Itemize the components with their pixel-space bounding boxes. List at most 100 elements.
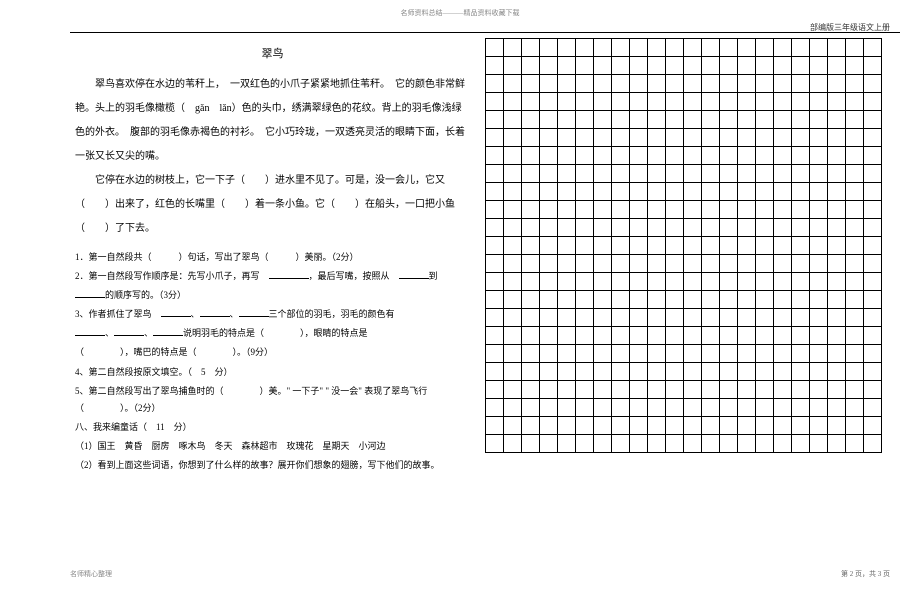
grid-cell — [756, 165, 774, 183]
grid-cell — [540, 327, 558, 345]
grid-cell — [720, 255, 738, 273]
grid-cell — [828, 327, 846, 345]
grid-cell — [810, 165, 828, 183]
grid-cell — [684, 291, 702, 309]
grid-cell — [846, 219, 864, 237]
grid-cell — [828, 417, 846, 435]
grid-cell — [594, 363, 612, 381]
grid-cell — [612, 39, 630, 57]
grid-cell — [774, 417, 792, 435]
grid-cell — [864, 255, 882, 273]
grid-cell — [486, 129, 504, 147]
grid-cell — [684, 75, 702, 93]
grid-cell — [612, 237, 630, 255]
grid-cell — [666, 381, 684, 399]
grid-cell — [684, 147, 702, 165]
grid-cell — [846, 417, 864, 435]
grid-cell — [486, 381, 504, 399]
grid-cell — [756, 327, 774, 345]
grid-cell — [846, 345, 864, 363]
grid-cell — [774, 435, 792, 453]
grid-cell — [486, 219, 504, 237]
grid-cell — [612, 129, 630, 147]
grid-cell — [738, 201, 756, 219]
grid-cell — [558, 327, 576, 345]
grid-cell — [810, 219, 828, 237]
grid-cell — [522, 381, 540, 399]
grid-cell — [504, 363, 522, 381]
grid-cell — [738, 75, 756, 93]
grid-cell — [522, 399, 540, 417]
grid-cell — [810, 273, 828, 291]
grid-cell — [702, 237, 720, 255]
grid-cell — [486, 363, 504, 381]
grid-cell — [594, 183, 612, 201]
grid-cell — [486, 417, 504, 435]
grid-cell — [792, 201, 810, 219]
grid-cell — [648, 309, 666, 327]
grid-cell — [630, 111, 648, 129]
grid-cell — [630, 57, 648, 75]
grid-cell — [666, 75, 684, 93]
grid-cell — [612, 273, 630, 291]
grid-cell — [504, 417, 522, 435]
grid-cell — [774, 93, 792, 111]
grid-cell — [864, 147, 882, 165]
q3-text-d: 三个部位的羽毛，羽毛的颜色有 — [269, 309, 395, 319]
grid-cell — [522, 165, 540, 183]
grid-cell — [738, 237, 756, 255]
grid-cell — [540, 309, 558, 327]
footer-pagination: 第 2 页，共 3 页 — [841, 569, 890, 579]
grid-cell — [810, 39, 828, 57]
grid-cell — [522, 201, 540, 219]
grid-cell — [720, 201, 738, 219]
grid-cell — [540, 417, 558, 435]
grid-cell — [720, 129, 738, 147]
grid-cell — [630, 291, 648, 309]
grid-cell — [648, 183, 666, 201]
grid-cell — [828, 363, 846, 381]
grid-cell — [612, 345, 630, 363]
grid-cell — [864, 111, 882, 129]
grid-cell — [612, 399, 630, 417]
blank — [239, 306, 269, 317]
passage-title: 翠鸟 — [75, 45, 470, 61]
grid-cell — [576, 147, 594, 165]
grid-cell — [774, 381, 792, 399]
grid-cell — [630, 399, 648, 417]
grid-cell — [666, 111, 684, 129]
grid-cell — [666, 183, 684, 201]
grid-cell — [774, 147, 792, 165]
grid-cell — [810, 309, 828, 327]
grid-cell — [630, 345, 648, 363]
grid-cell — [702, 165, 720, 183]
grid-cell — [792, 363, 810, 381]
grid-cell — [522, 57, 540, 75]
grid-cell — [558, 183, 576, 201]
grid-cell — [720, 57, 738, 75]
grid-cell — [846, 147, 864, 165]
grid-cell — [684, 417, 702, 435]
grid-cell — [612, 201, 630, 219]
grid-cell — [846, 183, 864, 201]
grid-cell — [612, 111, 630, 129]
grid-cell — [594, 255, 612, 273]
grid-cell — [810, 381, 828, 399]
grid-cell — [666, 363, 684, 381]
grid-cell — [756, 183, 774, 201]
grid-cell — [684, 111, 702, 129]
grid-cell — [612, 363, 630, 381]
grid-cell — [846, 237, 864, 255]
grid-cell — [540, 201, 558, 219]
grid-cell — [576, 435, 594, 453]
grid-cell — [684, 399, 702, 417]
grid-cell — [504, 39, 522, 57]
grid-cell — [594, 93, 612, 111]
grid-cell — [522, 327, 540, 345]
grid-cell — [612, 57, 630, 75]
grid-cell — [684, 273, 702, 291]
grid-cell — [576, 381, 594, 399]
grid-cell — [504, 435, 522, 453]
grid-cell — [828, 309, 846, 327]
grid-cell — [558, 57, 576, 75]
